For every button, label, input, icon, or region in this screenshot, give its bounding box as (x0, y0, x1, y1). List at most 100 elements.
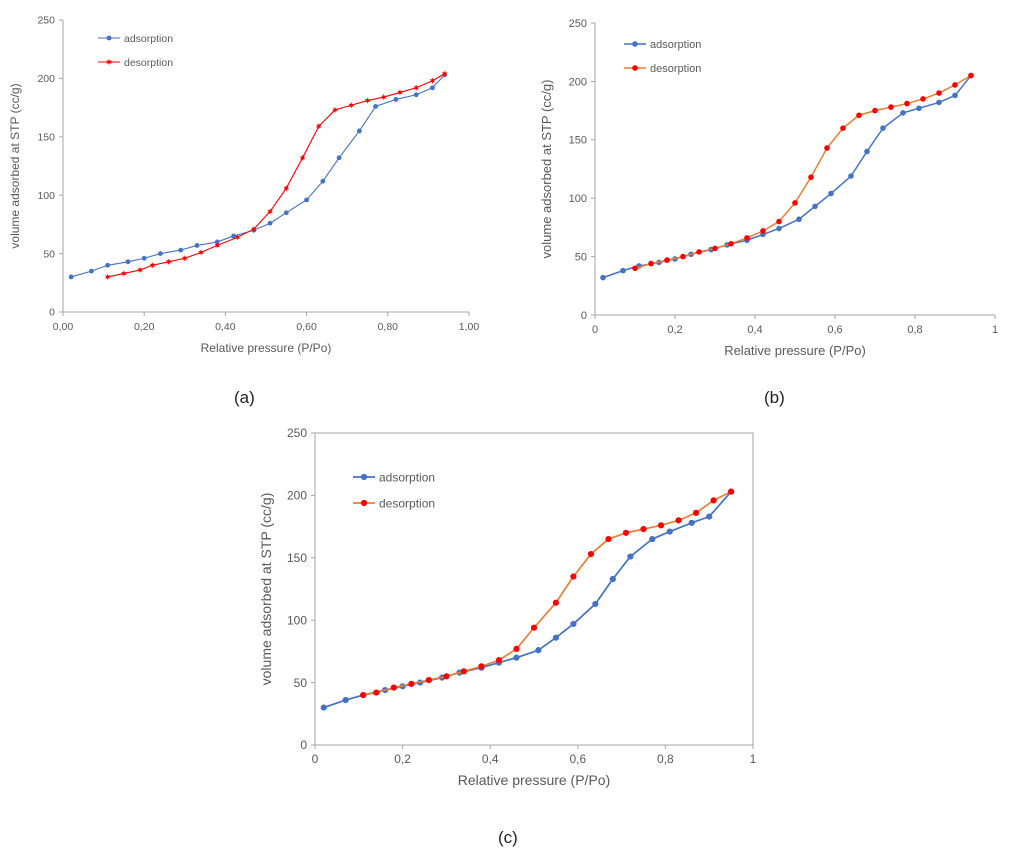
adsorption-point (864, 148, 870, 155)
adsorption-point (649, 535, 656, 543)
adsorption-point (320, 178, 326, 184)
desorption-point (495, 657, 503, 664)
desorption-point (121, 270, 127, 277)
desorption-point (373, 689, 380, 696)
x-axis-label: Relative pressure (P/Po) (201, 341, 332, 355)
adsorption-point (535, 647, 542, 654)
adsorption-point (880, 125, 886, 131)
x-tick-label: 0,8 (907, 324, 922, 336)
desorption-point (968, 72, 974, 79)
y-tick-label: 250 (569, 18, 587, 30)
x-tick-label: 1 (992, 324, 998, 336)
desorption-point (283, 184, 290, 192)
desorption-point (744, 235, 750, 241)
desorption-point (267, 208, 273, 215)
adsorption-point (68, 274, 74, 280)
desorption-point (137, 266, 143, 274)
x-tick-label: 0,20 (134, 321, 155, 333)
adsorption-point (812, 203, 818, 210)
desorption-point (332, 106, 338, 114)
x-tick-label: 0,80 (378, 321, 399, 333)
x-tick-label: 1 (750, 752, 757, 766)
adsorption-point (430, 85, 435, 91)
adsorption-point (828, 190, 834, 197)
desorption-point (664, 257, 670, 263)
adsorption-point (600, 274, 606, 281)
x-tick-label: 0,8 (657, 752, 674, 766)
legend-label-desorption: desorption (650, 63, 701, 75)
legend-marker-adsorption (360, 473, 368, 481)
adsorption-line (602, 75, 972, 279)
x-tick-label: 0,00 (53, 321, 74, 333)
adsorption-point (373, 104, 379, 109)
adsorption-point (620, 267, 626, 274)
adsorption-point (706, 513, 713, 520)
y-tick-label: 0 (581, 310, 587, 322)
y-axis-label: volume adsorbed at STP (cc/g) (258, 493, 274, 686)
desorption-point (920, 96, 926, 102)
adsorption-point (336, 155, 342, 161)
desorption-line (634, 74, 972, 269)
desorption-point (429, 77, 436, 84)
adsorption-point (513, 654, 520, 661)
x-tick-label: 0 (312, 752, 319, 766)
desorption-point (622, 529, 630, 536)
legend-marker-desorption (632, 65, 638, 71)
x-tick-label: 0,6 (827, 324, 842, 336)
legend-label-adsorption: adsorption (650, 39, 701, 51)
desorption-point (632, 265, 638, 272)
adsorption-point (89, 268, 94, 274)
x-tick-label: 0 (592, 324, 598, 336)
adsorption-point (688, 519, 695, 526)
desorption-point (251, 225, 257, 233)
desorption-point (397, 89, 403, 96)
desorption-point (316, 123, 322, 130)
adsorption-point (796, 216, 802, 223)
legend-marker-adsorption (106, 35, 112, 41)
adsorption-point (666, 528, 673, 535)
adsorption-point (592, 600, 599, 608)
desorption-line (107, 73, 445, 278)
desorption-point (234, 234, 241, 241)
adsorption-line (70, 74, 446, 278)
y-tick-label: 50 (43, 248, 55, 260)
desorption-point (605, 535, 612, 543)
plot-frame (314, 432, 754, 746)
desorption-point (413, 84, 419, 91)
desorption-point (149, 262, 156, 269)
adsorption-point (231, 233, 236, 239)
desorption-point (888, 104, 894, 110)
adsorption-point (413, 92, 419, 98)
desorption-point (776, 218, 782, 225)
desorption-point (952, 82, 958, 88)
legend-label-adsorption: adsorption (379, 470, 435, 484)
desorption-line (363, 490, 732, 696)
panel-label-a: (a) (234, 388, 255, 407)
desorption-point (692, 509, 700, 516)
y-tick-label: 50 (294, 676, 308, 690)
adsorption-point (570, 620, 577, 628)
y-tick-label: 150 (287, 551, 307, 565)
desorption-point (840, 125, 846, 131)
adsorption-point (194, 243, 200, 248)
desorption-point (696, 249, 702, 255)
adsorption-point (214, 239, 220, 245)
legend-label-desorption: desorption (379, 496, 435, 510)
desorption-point (657, 522, 665, 529)
desorption-point (443, 673, 450, 680)
desorption-point (182, 255, 188, 262)
adsorption-point (936, 99, 942, 106)
x-tick-label: 0,4 (482, 752, 499, 766)
legend-marker-adsorption (632, 41, 638, 47)
y-tick-label: 250 (37, 15, 55, 27)
legend-marker-desorption (360, 499, 368, 507)
desorption-point (570, 573, 577, 580)
y-tick-label: 250 (287, 426, 307, 440)
desorption-point (530, 624, 538, 631)
desorption-point (936, 90, 942, 96)
desorption-point (198, 249, 204, 256)
chart-c: 0 0,2 0,4 0,6 0,8 1 0 50 100 150 200 250 Relative pr… (258, 426, 757, 788)
x-tick-label: 0,6 (569, 752, 586, 766)
y-tick-label: 100 (37, 190, 55, 202)
x-tick-label: 0,4 (747, 324, 762, 336)
